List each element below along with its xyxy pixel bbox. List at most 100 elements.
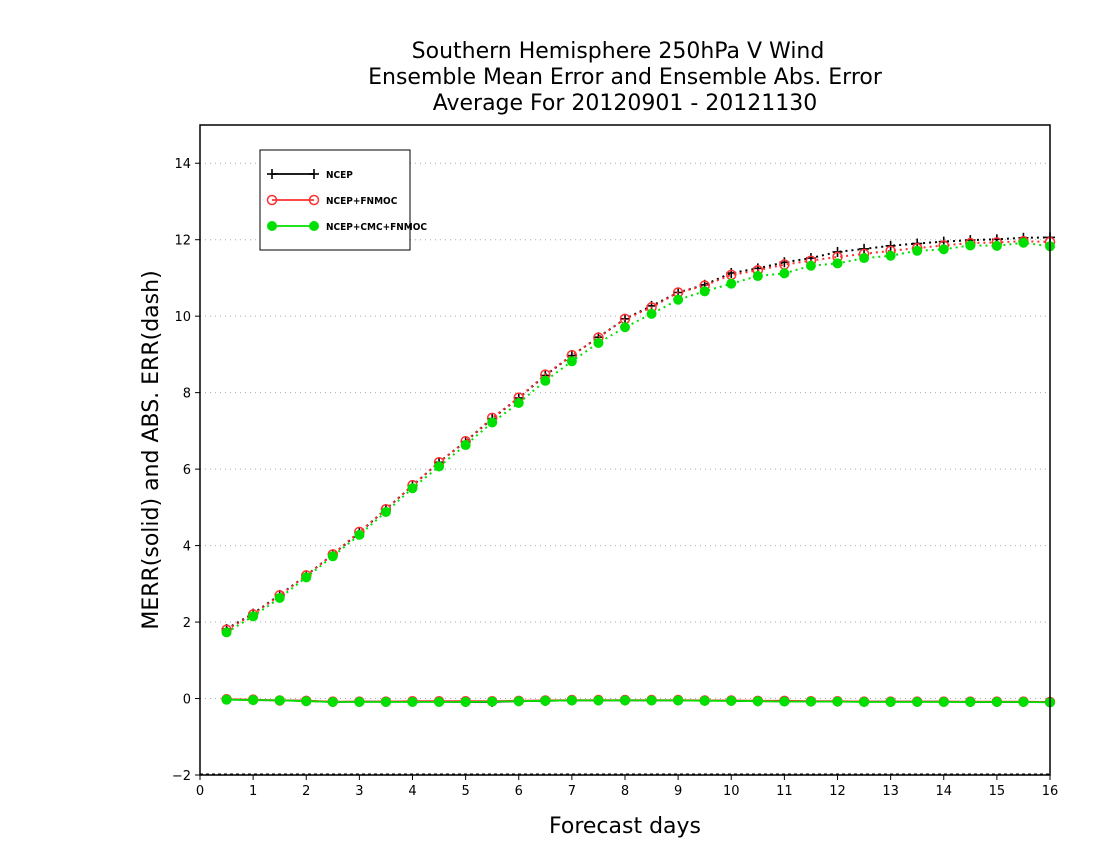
legend-label: NCEP+CMC+FNMOC	[326, 222, 427, 233]
series-abs-err-point	[752, 271, 763, 282]
series-mean-err-point	[460, 696, 471, 707]
series-mean-err-point	[407, 696, 418, 707]
series-abs-err-point	[699, 286, 710, 297]
x-tick-label: 0	[196, 784, 204, 799]
series-abs-err-point	[832, 258, 843, 269]
y-tick-label: 2	[183, 616, 191, 631]
y-tick-label: 10	[174, 310, 191, 325]
series-mean-err-point	[832, 696, 843, 707]
series-mean-err-point	[620, 695, 630, 706]
x-tick-label: 6	[515, 784, 523, 799]
series-abs-err-line	[226, 236, 1051, 630]
series-abs-err-point	[407, 483, 418, 494]
series-mean-err-point	[646, 695, 657, 706]
series-mean-err-point	[274, 695, 285, 706]
series-abs-err-point	[380, 506, 391, 517]
series-abs-err-point	[434, 461, 445, 472]
series-mean-err-point	[540, 695, 551, 706]
series-abs-err-point	[620, 322, 630, 333]
series-abs-err-point	[274, 592, 285, 603]
series-abs-err-point	[726, 278, 737, 289]
legend-entry: NCEP	[267, 169, 353, 181]
series-mean-err-point	[991, 696, 1002, 707]
series-mean-err-point	[380, 696, 391, 707]
series-2	[221, 235, 1056, 708]
x-tick-label: 16	[1042, 784, 1059, 799]
series-mean-err-point	[327, 696, 338, 707]
series-abs-err-point	[248, 611, 259, 622]
series-mean-err-point	[938, 696, 949, 707]
x-tick-label: 7	[568, 784, 576, 799]
x-tick-label: 15	[989, 784, 1006, 799]
series-abs-err-line	[226, 240, 1051, 631]
series-layer	[221, 232, 1056, 708]
series-mean-err-point	[248, 695, 259, 706]
y-axis: −2 0 2 4 6 8 10 12 14	[172, 157, 200, 784]
title-line-3: Average For 20120901 - 20121130	[433, 91, 818, 116]
series-mean-err-point	[301, 696, 312, 707]
y-tick-label: 0	[183, 693, 191, 708]
series-abs-err-point	[221, 627, 232, 638]
series-mean-err-point	[354, 696, 365, 707]
series-mean-err-point	[566, 695, 577, 706]
series-mean-err-point	[805, 696, 816, 707]
y-tick-label: −2	[172, 769, 191, 784]
series-mean-err-point	[487, 696, 498, 707]
series-mean-err-point	[912, 696, 923, 707]
series-abs-err-point	[991, 240, 1002, 251]
legend-label: NCEP+FNMOC	[326, 196, 398, 207]
series-mean-err-point	[593, 695, 604, 706]
series-mean-err-point	[885, 696, 896, 707]
x-tick-label: 13	[882, 784, 899, 799]
series-abs-err-point	[460, 440, 471, 451]
series-mean-err-point	[699, 695, 710, 706]
x-tick-label: 3	[355, 784, 363, 799]
series-abs-err-point	[646, 308, 657, 319]
series-abs-err-point	[1018, 237, 1029, 248]
series-abs-err-point	[620, 313, 630, 324]
x-tick-label: 9	[674, 784, 682, 799]
x-tick-label: 4	[408, 784, 416, 799]
series-abs-err-point	[566, 356, 577, 367]
legend-marker-left	[267, 169, 277, 179]
legend-marker-left	[266, 194, 278, 206]
series-abs-err-point	[965, 240, 976, 251]
series-mean-err-point	[513, 696, 524, 707]
series-mean-err-point	[752, 696, 763, 707]
series-mean-err-point	[221, 694, 232, 705]
legend-marker-left	[267, 221, 277, 231]
series-abs-err-point	[593, 337, 604, 348]
series-mean-err-point	[859, 696, 870, 707]
legend-entry: NCEP+CMC+FNMOC	[267, 221, 427, 233]
series-abs-err-point	[513, 397, 524, 408]
series-abs-err-point	[673, 294, 684, 305]
series-abs-err-point	[938, 244, 949, 255]
legend-marker-right	[309, 169, 319, 179]
x-tick-label: 10	[723, 784, 740, 799]
title-line-2: Ensemble Mean Error and Ensemble Abs. Er…	[368, 65, 883, 90]
series-mean-err-point	[673, 695, 684, 706]
y-tick-label: 14	[174, 157, 191, 172]
x-tick-label: 8	[621, 784, 629, 799]
y-tick-label: 8	[183, 387, 191, 402]
grid	[200, 162, 1050, 775]
series-abs-err-point	[885, 250, 896, 261]
x-tick-label: 2	[302, 784, 310, 799]
y-tick-label: 4	[183, 540, 191, 555]
series-abs-err-point	[805, 260, 816, 271]
series-mean-err-point	[965, 696, 976, 707]
series-abs-err-line	[226, 241, 1051, 634]
legend-label: NCEP	[326, 170, 353, 181]
x-tick-label: 11	[776, 784, 793, 799]
chart-title: Southern Hemisphere 250hPa V Wind Ensemb…	[368, 39, 883, 116]
x-tick-label: 5	[461, 784, 469, 799]
x-tick-label: 14	[935, 784, 952, 799]
x-tick-label: 1	[249, 784, 257, 799]
series-abs-err-point	[327, 551, 338, 562]
y-axis-label: MERR(solid) and ABS. ERR(dash)	[139, 270, 164, 629]
y-tick-label: 6	[183, 463, 191, 478]
series-mean-err-point	[779, 696, 790, 707]
x-axis: 0 1 2 3 4 5 6 7 8 9 10 11 12 13 14 15 16	[196, 775, 1058, 799]
series-mean-err-point	[434, 696, 445, 707]
